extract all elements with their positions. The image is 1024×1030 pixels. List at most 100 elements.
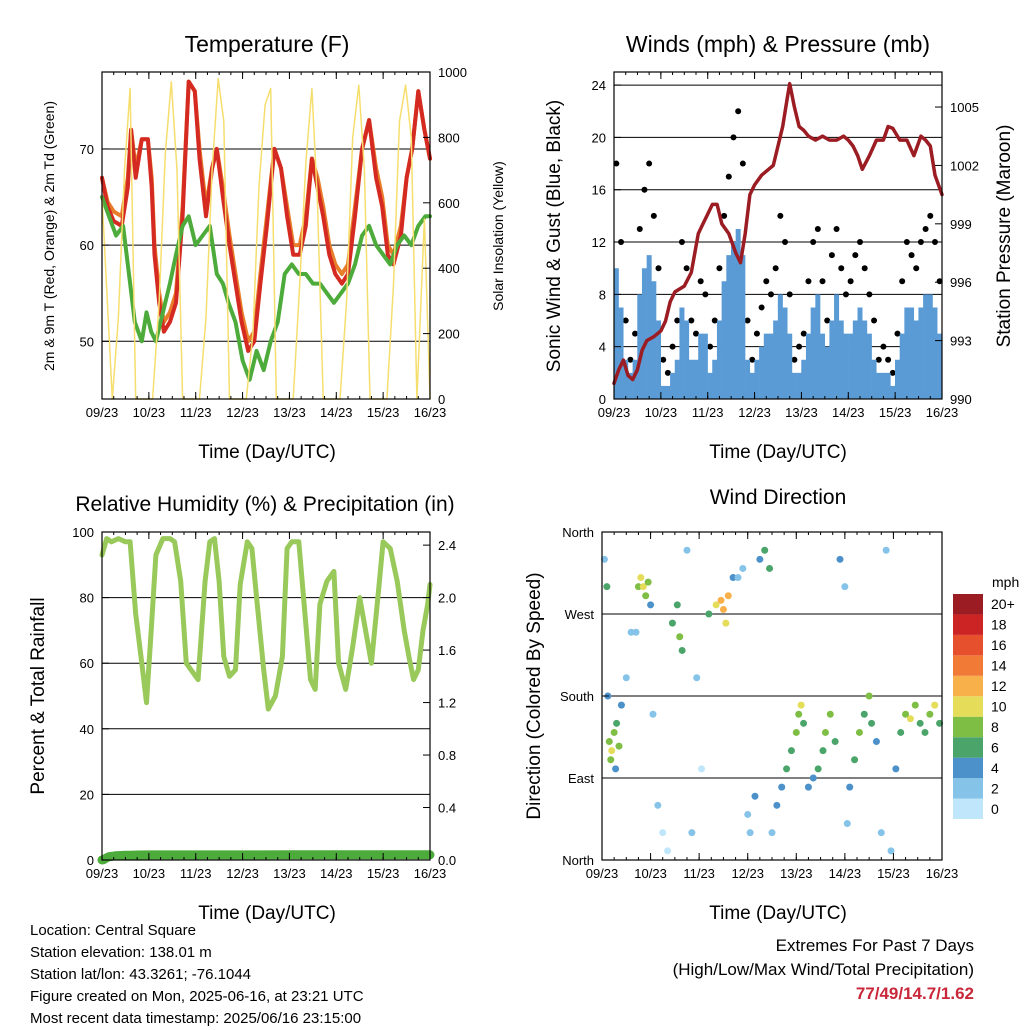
gust-point <box>744 317 751 324</box>
direction-point <box>814 765 822 773</box>
y-tick-label: 0 <box>87 853 94 868</box>
gust-point <box>936 278 943 285</box>
x-tick-label: 15/23 <box>367 405 400 420</box>
gust-point <box>711 317 718 324</box>
gust-point <box>730 134 737 141</box>
direction-point <box>610 728 618 736</box>
latest-timestamp-text: Most recent data timestamp: 2025/06/16 2… <box>30 1010 362 1027</box>
gust-point <box>758 304 765 311</box>
y-tick-label: North <box>562 853 594 868</box>
colorbar-label: 10 <box>991 699 1007 715</box>
y2-tick-label: 0 <box>438 392 445 407</box>
gust-point <box>613 160 620 167</box>
direction-point <box>649 710 657 718</box>
colorbar-label: 0 <box>991 801 999 817</box>
direction-point <box>766 564 774 572</box>
colorbar-label: 14 <box>991 658 1007 674</box>
x-tick-label: 11/23 <box>692 405 724 420</box>
colorbar-swatch <box>953 737 983 758</box>
direction-point <box>739 564 747 572</box>
direction-point <box>644 578 652 586</box>
gust-point <box>913 265 920 272</box>
gust-point <box>772 265 779 272</box>
y2-axis-label: Station Pressure (Maroon) <box>994 125 1015 348</box>
gust-point <box>646 160 653 167</box>
direction-point <box>712 601 720 609</box>
direction-point <box>622 674 630 682</box>
gust-point <box>627 356 634 363</box>
y2-tick-label: 0.0 <box>438 853 456 868</box>
winds-pressure-panel: 09/23 10/23 11/23 12/23 13/23 14/23 15/23 16/23… <box>544 31 1015 463</box>
direction-point <box>804 783 812 791</box>
direction-point <box>906 715 914 723</box>
x-tick-label: 10/23 <box>133 405 166 420</box>
direction-point <box>868 719 876 727</box>
direction-point <box>882 546 890 554</box>
gust-point <box>796 343 803 350</box>
direction-point <box>841 583 849 591</box>
y-tick-label: North <box>562 525 594 540</box>
colorbar-label: 16 <box>991 637 1007 653</box>
y-tick-label: 20 <box>592 130 606 145</box>
colorbar-swatch <box>953 614 983 635</box>
y2-tick-label: 0.4 <box>438 801 456 816</box>
direction-point <box>615 742 623 750</box>
gust-point <box>824 317 831 324</box>
colorbar-swatch <box>953 696 983 717</box>
x-tick-label: 12/23 <box>226 405 259 420</box>
series-line-1 <box>100 79 432 353</box>
extremes-subtitle: (High/Low/Max Wind/Total Precipitation) <box>672 960 974 979</box>
direction-point <box>659 829 667 837</box>
direction-point <box>855 728 863 736</box>
latlon-text: Station lat/lon: 43.3261; -76.1044 <box>30 966 252 983</box>
x-tick-label: 09/23 <box>586 866 619 881</box>
direction-point <box>821 728 829 736</box>
y-tick-label: South <box>560 689 594 704</box>
direction-point <box>617 701 625 709</box>
elevation-text: Station elevation: 138.01 m <box>30 944 212 961</box>
direction-point <box>877 829 885 837</box>
x-axis-label: Time (Day/UTC) <box>709 903 847 924</box>
direction-point <box>846 783 854 791</box>
gust-point <box>763 278 770 285</box>
x-tick-label: 12/23 <box>738 405 771 420</box>
humidity-precip-panel: 09/23 10/23 11/23 12/23 13/23 14/23 15/23 16/23… <box>28 493 456 924</box>
direction-point <box>872 738 880 746</box>
x-tick-label: 09/23 <box>86 405 119 420</box>
gust-point <box>753 330 760 337</box>
direction-point <box>921 728 929 736</box>
gust-point <box>908 252 915 259</box>
y-tick-label: 70 <box>80 142 94 157</box>
gust-point <box>917 239 924 246</box>
y-tick-label: 40 <box>80 722 94 737</box>
panel-title: Temperature (F) <box>185 31 350 57</box>
direction-point <box>892 765 900 773</box>
y2-tick-label: 2.0 <box>438 591 456 606</box>
direction-point <box>722 619 730 627</box>
gust-point <box>885 356 892 363</box>
direction-point <box>688 829 696 837</box>
gust-point <box>693 330 699 337</box>
gust-point <box>697 278 704 285</box>
y-tick-label: 60 <box>80 238 94 253</box>
direction-point <box>734 574 742 582</box>
gust-point <box>739 160 746 167</box>
direction-point <box>632 628 640 636</box>
direction-point <box>729 574 737 582</box>
y-tick-label: 100 <box>72 525 94 540</box>
gust-point <box>636 225 643 232</box>
colorbar-swatch <box>953 594 983 615</box>
x-tick-label: 13/23 <box>273 866 306 881</box>
direction-point <box>647 601 655 609</box>
y-tick-label: 8 <box>599 287 606 302</box>
gust-point <box>857 239 863 246</box>
direction-point <box>683 546 691 554</box>
gust-point <box>622 317 629 324</box>
direction-point <box>792 728 800 736</box>
gust-point <box>828 252 835 259</box>
direction-point <box>761 546 769 554</box>
y2-tick-label: 600 <box>438 196 460 211</box>
x-axis-label: Time (Day/UTC) <box>198 903 336 924</box>
x-tick-label: 15/23 <box>877 866 910 881</box>
x-tick-label: 11/23 <box>180 405 212 420</box>
